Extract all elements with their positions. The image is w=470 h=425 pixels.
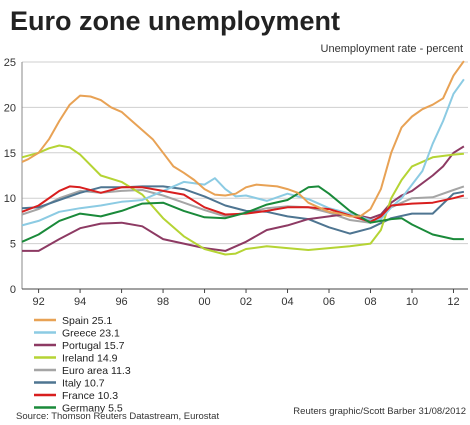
x-tick-label: 98 xyxy=(157,296,169,308)
x-tick-label: 10 xyxy=(406,296,418,308)
chart-subtitle: Unemployment rate - percent xyxy=(321,43,463,55)
legend-label: Portugal 15.7 xyxy=(62,340,125,352)
x-tick-label: 00 xyxy=(198,296,210,308)
series-line xyxy=(22,145,465,252)
x-tick-label: 94 xyxy=(74,296,86,308)
legend-label: Germany 5.5 xyxy=(62,403,123,415)
x-tick-label: 06 xyxy=(323,296,335,308)
y-tick-label: 10 xyxy=(4,193,16,205)
y-tick-label: 20 xyxy=(4,102,16,114)
series-line xyxy=(21,60,465,218)
legend-label: France 10.3 xyxy=(62,390,118,402)
legend-label: Italy 10.7 xyxy=(62,378,105,390)
series-lines xyxy=(21,60,465,256)
legend-label: Spain 25.1 xyxy=(62,315,112,327)
x-tick-label: 04 xyxy=(281,296,293,308)
series-line xyxy=(21,185,464,243)
y-tick-label: 5 xyxy=(10,239,16,251)
x-tick-label: 02 xyxy=(240,296,252,308)
x-tick-label: 96 xyxy=(115,296,127,308)
credit-note: Reuters graphic/Scott Barber 31/08/2012 xyxy=(293,406,466,417)
x-axis: 92 94 96 98 00 02 04 06 08 10 12 xyxy=(22,288,468,308)
x-tick-label: 92 xyxy=(32,296,44,308)
y-axis: 0 5 10 15 20 25 xyxy=(4,57,23,296)
y-tick-label: 25 xyxy=(4,57,16,69)
source-note: Source: Thomson Reuters Datastream, Euro… xyxy=(16,411,219,422)
legend-label: Ireland 14.9 xyxy=(62,353,118,365)
chart-title: Euro zone unemployment xyxy=(10,6,340,36)
y-tick-label: 15 xyxy=(4,148,16,160)
x-tick-label: 08 xyxy=(364,296,376,308)
x-tick-label: 12 xyxy=(447,296,459,308)
legend-label: Greece 23.1 xyxy=(62,328,120,340)
series-line xyxy=(21,78,465,227)
series-line xyxy=(21,144,464,256)
legend-label: Euro area 11.3 xyxy=(62,365,131,377)
series-line xyxy=(21,185,465,235)
y-tick-label: 0 xyxy=(10,284,16,296)
